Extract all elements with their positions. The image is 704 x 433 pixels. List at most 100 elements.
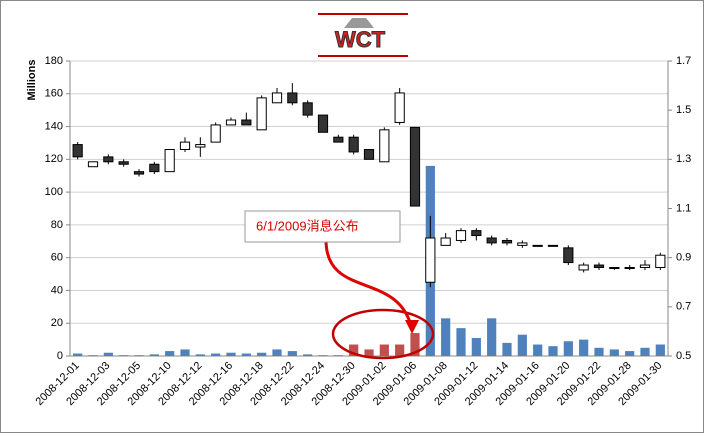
candle-body: [563, 247, 574, 264]
volume-bar: [119, 355, 129, 356]
candle-body: [501, 239, 513, 244]
highlight-ellipse: [331, 308, 435, 360]
candle-body: [210, 124, 221, 143]
candle-body: [655, 254, 666, 268]
volume-bar: [180, 349, 190, 356]
volume-bar: [165, 351, 175, 356]
candle-body: [179, 141, 191, 150]
candle-body: [486, 237, 497, 244]
logo-roof: [344, 18, 374, 28]
volume-bar: [655, 344, 665, 356]
volume-bar: [226, 352, 236, 356]
volume-bar: [640, 347, 650, 356]
candle-body: [87, 161, 99, 168]
volume-bar: [195, 354, 205, 356]
volume-bar: [379, 344, 389, 356]
y-tick-label: 180: [45, 55, 63, 67]
candle-body: [195, 144, 206, 148]
candle-body: [149, 163, 160, 173]
volume-bar: [103, 352, 113, 356]
candle-body: [333, 136, 344, 143]
y-tick-label: 0: [57, 350, 63, 362]
volume-bar: [318, 355, 328, 356]
y-tick-label: 40: [51, 284, 63, 296]
volume-bar: [349, 344, 359, 356]
y-tick-label: 20: [51, 317, 63, 329]
candle-body: [118, 161, 129, 165]
volume-bar: [502, 342, 512, 356]
candle-body: [394, 92, 405, 123]
volume-bar: [471, 337, 481, 356]
arrow-head: [405, 320, 419, 334]
volume-bar: [579, 339, 589, 356]
candle-body: [72, 144, 83, 158]
volume-bar: [149, 354, 159, 356]
y2-tick-label: 1.7: [676, 55, 691, 67]
volume-bar: [88, 355, 98, 356]
candle-body: [409, 126, 421, 207]
candle-body: [133, 171, 145, 175]
candle-body: [639, 264, 651, 268]
annotation: 6/1/2009消息公布: [256, 218, 359, 233]
candle-body: [379, 129, 390, 163]
candle-body: [256, 97, 267, 131]
y-tick-label: 140: [45, 120, 63, 132]
annotation-box: [244, 210, 401, 243]
volume-bar: [609, 349, 619, 356]
candle-body: [164, 149, 175, 173]
volume-bar: [441, 318, 451, 356]
volume-bar: [333, 355, 343, 356]
volume-bar: [548, 346, 558, 356]
candle-body: [317, 114, 329, 133]
volume-bar: [487, 318, 497, 356]
candle-body: [287, 92, 298, 104]
y2-tick-label: 0.7: [676, 301, 691, 313]
y2-tick-label: 0.5: [676, 350, 691, 362]
candle-body: [302, 102, 313, 116]
volume-bar: [364, 349, 374, 356]
candle-body: [425, 237, 436, 283]
candle-body: [471, 230, 482, 237]
volume-bar: [410, 333, 420, 356]
volume-bar: [134, 355, 144, 356]
candle-body: [455, 230, 467, 241]
volume-bar: [625, 351, 635, 356]
candle-body: [547, 244, 559, 247]
y2-tick-label: 1.1: [676, 202, 691, 214]
volume-bar: [241, 353, 251, 356]
volume-bar: [456, 328, 466, 356]
candle-body: [609, 267, 620, 269]
candle-body: [225, 119, 237, 126]
y2-tick-label: 0.9: [676, 252, 691, 264]
volume-bar: [287, 351, 297, 356]
volume-bar: [517, 334, 527, 356]
candle-body: [593, 264, 605, 268]
volume-bar: [257, 352, 267, 356]
y-axis-label: Millions: [26, 60, 38, 101]
volume-bar: [303, 354, 313, 356]
volume-bar: [594, 347, 604, 356]
y-tick-label: 160: [45, 88, 63, 100]
candle-body: [271, 92, 283, 104]
candle-body: [578, 264, 589, 271]
y2-tick-label: 1.3: [676, 153, 691, 165]
volume-bar: [272, 349, 282, 356]
candle-body: [363, 149, 375, 160]
volume-bar: [211, 353, 221, 356]
logo: WCT: [335, 27, 386, 52]
candle-body: [624, 267, 635, 269]
volume-bar: [395, 344, 405, 356]
volume-bar: [73, 353, 83, 356]
candle-body: [103, 156, 114, 163]
volume-bar: [563, 341, 573, 356]
arrow: [324, 239, 414, 331]
y-tick-label: 100: [45, 186, 63, 198]
candle-body: [440, 237, 451, 246]
y-tick-label: 120: [45, 153, 63, 165]
y2-tick-label: 1.5: [676, 104, 691, 116]
y-tick-label: 60: [51, 252, 63, 264]
candle-body: [517, 242, 528, 246]
candle-body: [348, 136, 359, 153]
